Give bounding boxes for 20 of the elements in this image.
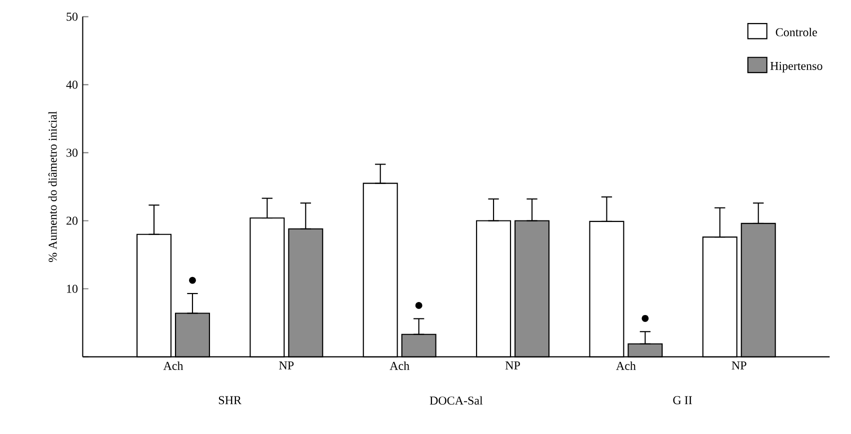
- y-tick-label: 20: [66, 216, 78, 225]
- legend-label: Hipertenso: [770, 62, 822, 72]
- annotation: ●: [415, 302, 422, 309]
- y-tick-label: 10: [67, 284, 78, 293]
- text: SHR: [218, 396, 242, 404]
- annotation: ●: [642, 314, 649, 322]
- x-tick-label: Ach: [390, 361, 410, 370]
- legend-label: Controle: [776, 28, 817, 36]
- x-tick-label: NP: [732, 361, 746, 370]
- y-tick-label: 30: [66, 148, 78, 157]
- annotation: ●: [189, 276, 196, 284]
- y-tick-label: 50: [66, 12, 78, 21]
- x-tick-label: NP: [279, 361, 294, 370]
- text: DOCA-Sal: [430, 396, 483, 405]
- x-tick-label: Ach: [616, 361, 636, 370]
- x-tick-label: NP: [505, 361, 520, 370]
- y-axis-title: % Aumento do diâmetro inicial: [48, 111, 57, 262]
- y-tick-label: 40: [66, 80, 78, 89]
- x-tick-label: Ach: [163, 361, 184, 370]
- text: G II: [673, 396, 692, 404]
